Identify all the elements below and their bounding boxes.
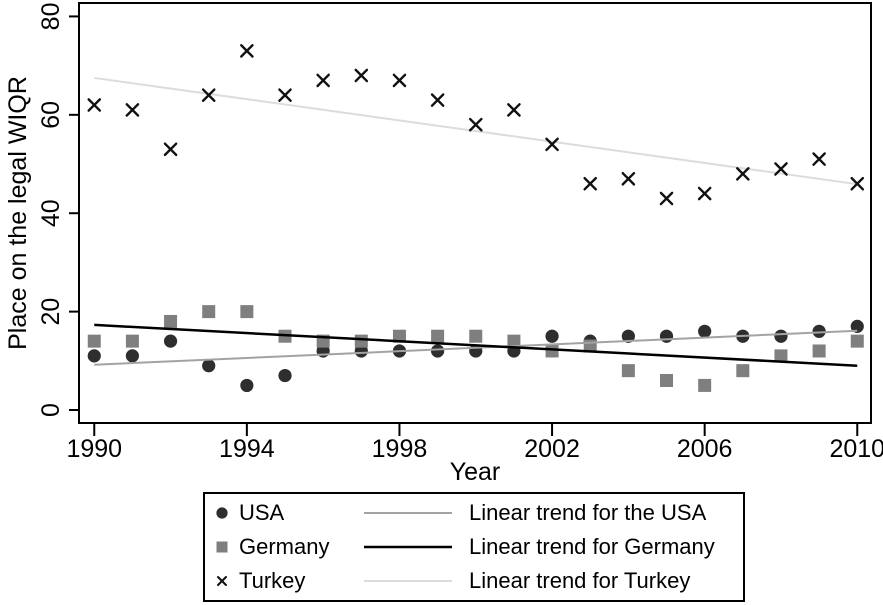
legend-label-usa: USA: [239, 500, 285, 526]
germany-square-icon: [216, 541, 228, 553]
turkey-point: [697, 186, 712, 201]
germany-point: [354, 334, 368, 348]
turkey-point: [392, 73, 407, 88]
germany-point: [240, 305, 254, 319]
germany-point: [698, 378, 712, 392]
usa-point: [240, 378, 254, 393]
usa-point: [850, 319, 864, 333]
turkey-point: [736, 167, 750, 181]
x-tick-label: 2010: [829, 435, 883, 463]
germany-point: [850, 334, 864, 348]
legend-label-germany: Germany: [239, 534, 330, 559]
y-axis-title: Place on the legal WIQR: [4, 76, 32, 350]
chart-legend: USA Linear trend for the USA Germany Lin…: [203, 492, 745, 602]
legend-row-usa: USA Linear trend for the USA: [205, 497, 743, 530]
germany-point: [774, 349, 788, 363]
x-tick-label: 1990: [66, 435, 122, 463]
usa-trend-line-icon: [364, 512, 452, 515]
legend-row-turkey: Turkey Linear trend for Turkey: [205, 564, 743, 597]
turkey-point: [125, 103, 140, 117]
legend-label-turkey: Turkey: [239, 567, 306, 593]
usa-point: [812, 324, 826, 338]
turkey-point: [316, 73, 330, 88]
legend-label-usa-trend: Linear trend for the USA: [469, 500, 707, 526]
germany-trend-line-icon: [364, 545, 452, 549]
x-tick-label: 2002: [524, 435, 580, 463]
germany-point: [660, 373, 674, 387]
germany-point: [469, 329, 483, 343]
turkey-marker-cell: [205, 574, 239, 588]
turkey-point: [240, 44, 254, 58]
y-tick-label: 0: [37, 403, 65, 417]
usa-point: [125, 349, 140, 363]
germany-point: [812, 344, 826, 358]
x-tick-label: 1994: [219, 435, 275, 463]
germany-point: [507, 334, 521, 348]
turkey-trend-swatch-cell: [361, 578, 455, 584]
germany-trend-line: [94, 323, 858, 367]
turkey-point: [621, 171, 636, 186]
germany-point: [431, 329, 445, 343]
germany-point: [164, 314, 178, 328]
turkey-point: [659, 191, 674, 206]
y-tick-label: 40: [37, 199, 65, 227]
usa-point: [431, 344, 445, 358]
germany-point: [392, 329, 406, 343]
germany-point: [621, 364, 635, 378]
x-tick-label: 1998: [372, 435, 428, 463]
x-tick-label: 2006: [677, 435, 733, 463]
germany-point: [202, 305, 216, 319]
turkey-point: [201, 88, 216, 102]
usa-point: [202, 359, 216, 373]
usa-point: [87, 349, 101, 363]
turkey-point: [774, 162, 788, 176]
y-tick-label: 20: [37, 298, 65, 326]
legend-label-germany-trend: Linear trend for Germany: [469, 534, 715, 559]
turkey-point: [507, 103, 521, 117]
usa-marker-cell: [205, 506, 239, 520]
legend-row-germany: Germany Linear trend for Germany: [205, 531, 743, 564]
germany-point: [125, 334, 139, 348]
usa-trend-swatch-cell: [361, 510, 455, 516]
y-tick-label: 80: [37, 3, 65, 31]
y-tick-label: 60: [37, 101, 65, 129]
usa-point: [278, 368, 292, 383]
germany-point: [545, 344, 559, 358]
turkey-point: [812, 152, 826, 166]
usa-point: [354, 344, 368, 358]
turkey-trend-line: [94, 76, 858, 186]
usa-point: [163, 334, 178, 348]
legend-label-turkey-trend: Linear trend for Turkey: [469, 567, 691, 593]
turkey-point: [430, 93, 445, 107]
turkey-point: [583, 176, 598, 191]
germany-trend-swatch-cell: [361, 544, 455, 550]
turkey-x-icon: [217, 575, 227, 586]
turkey-point: [545, 137, 559, 152]
turkey-trend-line-icon: [364, 579, 452, 582]
usa-point: [659, 329, 674, 343]
usa-trend-line: [94, 329, 858, 366]
x-axis-title: Year: [450, 458, 501, 486]
usa-point: [698, 324, 712, 338]
turkey-point: [354, 68, 369, 83]
turkey-point: [278, 88, 292, 102]
usa-point: [545, 329, 559, 343]
germany-marker-cell: [205, 540, 239, 554]
germany-point: [87, 334, 101, 348]
turkey-point: [163, 142, 178, 157]
usa-circle-icon: [216, 507, 228, 519]
usa-point: [774, 329, 788, 343]
turkey-point: [850, 176, 865, 191]
usa-point: [621, 329, 635, 343]
turkey-point: [468, 117, 483, 132]
turkey-point: [87, 98, 102, 112]
germany-point: [736, 364, 750, 378]
